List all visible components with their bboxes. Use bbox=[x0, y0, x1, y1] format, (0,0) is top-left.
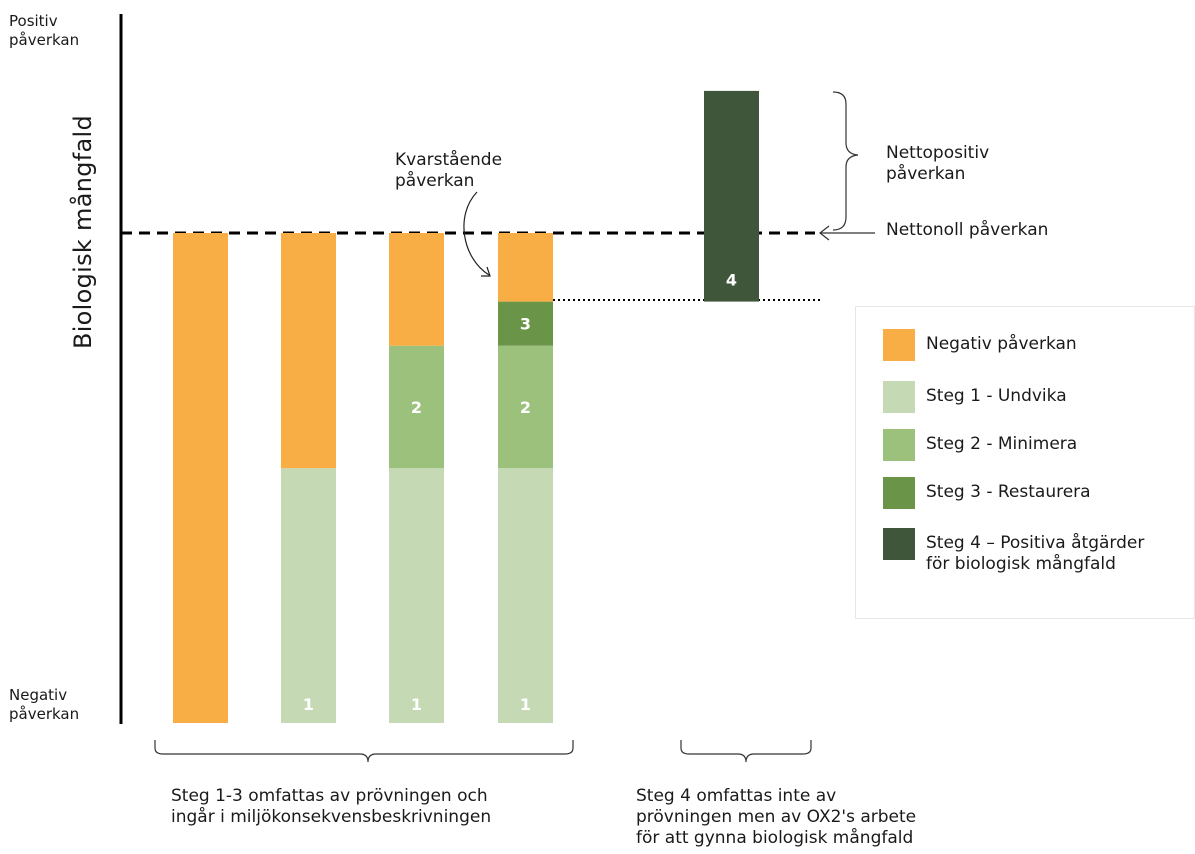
step-4-brace bbox=[680, 740, 812, 763]
bar-4-segment-step1 bbox=[498, 468, 553, 723]
legend-label: Steg 3 - Restaurera bbox=[926, 482, 1091, 502]
legend-swatch bbox=[883, 429, 915, 461]
bar-3-segment-negative bbox=[389, 233, 444, 346]
bar-4-segment-step3 bbox=[498, 301, 553, 346]
steps-1-3-footnote: Steg 1-3 omfattas av prövningen och ingå… bbox=[171, 786, 492, 827]
legend-label: Steg 1 - Undvika bbox=[926, 386, 1067, 406]
legend-label: Negativ påverkan bbox=[926, 334, 1077, 354]
bar-3-segment-step2 bbox=[389, 345, 444, 469]
bar-2-step-label: 1 bbox=[303, 695, 314, 714]
bar-2-segment-negative bbox=[281, 233, 336, 469]
bar-5-step-label: 4 bbox=[726, 271, 737, 290]
bar-3-step-label: 2 bbox=[411, 398, 422, 417]
legend-swatch bbox=[883, 528, 915, 560]
bar-3-segment-step1 bbox=[389, 468, 444, 723]
bar-2-segment-step1 bbox=[281, 468, 336, 723]
bar-5-segment-step4 bbox=[704, 90, 759, 302]
legend: Negativ påverkan Steg 1 - Undvika Steg 2 -… bbox=[855, 306, 1195, 619]
legend-swatch bbox=[883, 329, 915, 361]
legend-label: Steg 2 - Minimera bbox=[926, 434, 1078, 454]
bar-1-segment-negative bbox=[173, 233, 228, 723]
net-positive-label: Nettopositiv påverkan bbox=[886, 143, 990, 184]
legend-label: Steg 4 – Positiva åtgärder för biologisk… bbox=[926, 533, 1145, 574]
steps-1-3-brace bbox=[154, 740, 574, 763]
legend-swatch bbox=[883, 477, 915, 509]
net-zero-arrow-head bbox=[819, 225, 830, 241]
legend-item-step2: Steg 2 - Minimera bbox=[883, 429, 1077, 461]
bar-4-segment-step2 bbox=[498, 345, 553, 469]
remaining-impact-label: Kvarstående påverkan bbox=[395, 150, 503, 191]
remaining-arrow bbox=[463, 191, 490, 276]
net-positive-brace bbox=[832, 91, 859, 231]
legend-item-step1: Steg 1 - Undvika bbox=[883, 381, 1067, 413]
bar-4-segment-negative bbox=[498, 233, 553, 302]
legend-item-step3: Steg 3 - Restaurera bbox=[883, 477, 1091, 509]
bar-4-step-label: 1 bbox=[520, 695, 531, 714]
legend-item-step4: Steg 4 – Positiva åtgärder för biologisk… bbox=[883, 528, 1144, 575]
bar-3-step-label: 1 bbox=[411, 695, 422, 714]
legend-item-negative: Negativ påverkan bbox=[883, 329, 1077, 361]
bar-4-step-label: 3 bbox=[520, 315, 531, 334]
step-4-footnote: Steg 4 omfattas inte av prövningen men a… bbox=[636, 786, 917, 848]
bar-4-step-label: 2 bbox=[520, 398, 531, 417]
bar-group: 1 1 2 1 2 3 4 bbox=[173, 90, 759, 723]
net-zero-label: Nettonoll påverkan bbox=[886, 220, 1049, 240]
axis-bottom-label: Negativ påverkan bbox=[9, 686, 80, 723]
legend-swatch bbox=[883, 381, 915, 413]
axis-top-label: Positiv påverkan bbox=[9, 12, 80, 49]
remaining-arrow-head bbox=[481, 266, 491, 277]
